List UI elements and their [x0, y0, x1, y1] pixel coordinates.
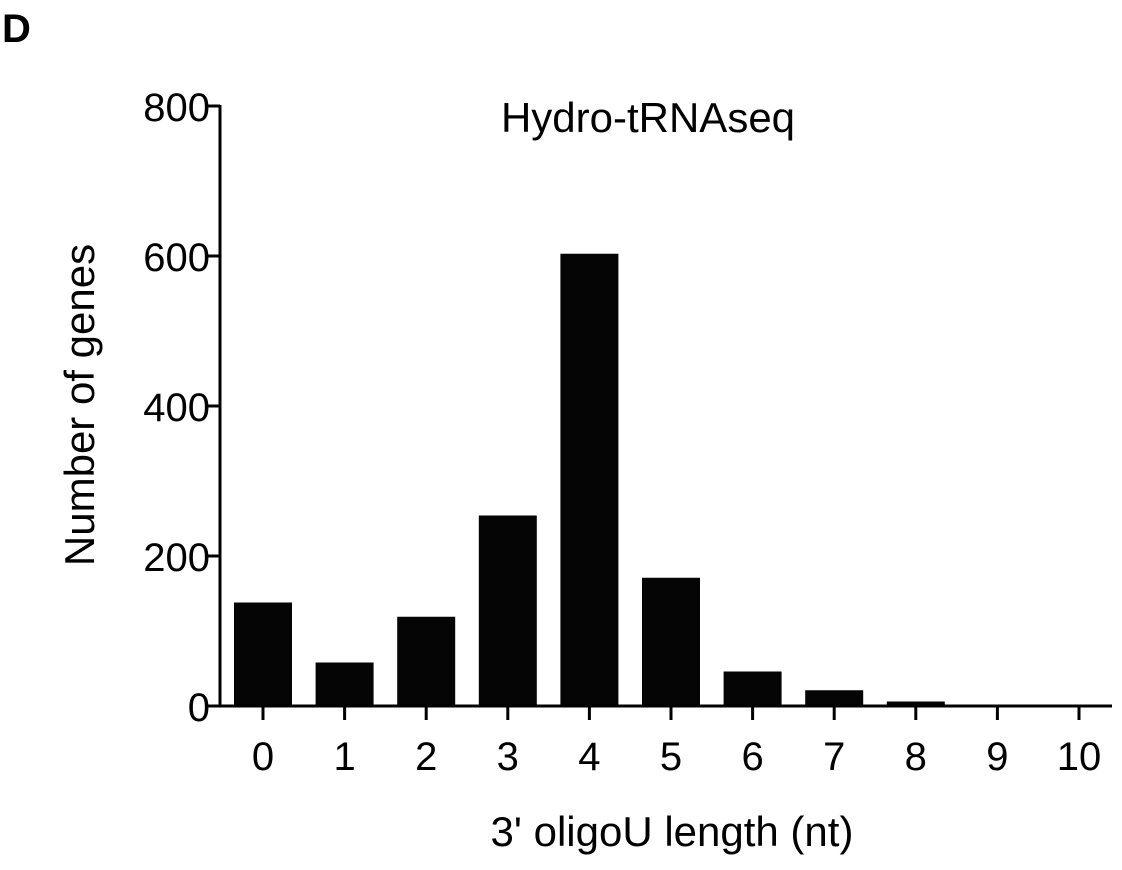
- bar-series: [234, 253, 1108, 706]
- x-tick-label: 0: [252, 735, 274, 779]
- y-tick-label: 800: [143, 86, 210, 130]
- x-axis-title: 3' oligoU length (nt): [491, 808, 854, 855]
- bar-5: [642, 577, 700, 706]
- x-tick-label: 8: [905, 735, 927, 779]
- chart-title: Hydro-tRNAseq: [501, 94, 795, 141]
- bar-2: [397, 616, 456, 706]
- x-tick-label: 2: [415, 735, 437, 779]
- bar-1: [315, 662, 374, 706]
- bar-4: [560, 253, 619, 706]
- y-axis: 0 200 400 600 800: [143, 86, 222, 730]
- bar-6: [723, 671, 782, 706]
- y-tick-label: 400: [143, 386, 210, 430]
- y-axis-title: Number of genes: [56, 244, 103, 566]
- y-tick-label: 200: [143, 536, 210, 580]
- x-tick-label: 10: [1057, 735, 1102, 779]
- bar-3: [478, 515, 537, 706]
- x-tick-label: 1: [333, 735, 355, 779]
- x-tick-label: 9: [986, 735, 1008, 779]
- x-axis: 0 1 2 3 4 5 6 7 8 9 10: [219, 704, 1112, 779]
- x-tick-label: 5: [660, 735, 682, 779]
- x-tick-label: 3: [497, 735, 519, 779]
- bar-0: [234, 602, 292, 706]
- x-tick-label: 6: [741, 735, 763, 779]
- bar-7: [805, 690, 864, 706]
- bar-8: [886, 701, 945, 706]
- x-tick-label: 4: [578, 735, 600, 779]
- y-tick-label: 600: [143, 236, 210, 280]
- x-tick-label: 7: [823, 735, 845, 779]
- y-tick-label: 0: [188, 686, 210, 730]
- panel-label: D: [2, 7, 31, 51]
